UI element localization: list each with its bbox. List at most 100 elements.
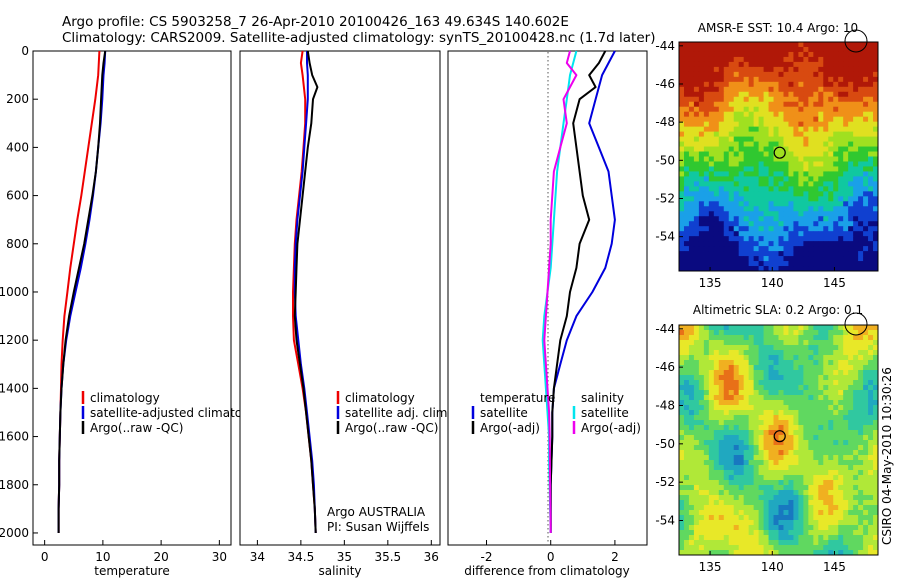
- heatmap-cell: [798, 500, 804, 506]
- heatmap-cell: [873, 71, 879, 78]
- heatmap-cell: [813, 365, 819, 371]
- heatmap-cell: [703, 81, 710, 88]
- heatmap-cell: [828, 186, 834, 192]
- heatmap-cell: [813, 450, 819, 456]
- heatmap-cell: [738, 440, 745, 446]
- heatmap-cell: [843, 500, 849, 506]
- heatmap-cell: [798, 231, 804, 237]
- heatmap-cell: [778, 231, 784, 237]
- heatmap-cell: [853, 86, 859, 93]
- heatmap-cell: [753, 395, 760, 401]
- heatmap-cell: [718, 166, 725, 172]
- heatmap-cell: [773, 550, 779, 556]
- heatmap-cell: [873, 141, 879, 147]
- heatmap-cell: [688, 485, 695, 491]
- heatmap-cell: [753, 345, 760, 351]
- heatmap-cell: [788, 415, 794, 421]
- heatmap-cell: [803, 42, 809, 48]
- heatmap-cell: [688, 400, 695, 406]
- heatmap-cell: [793, 151, 799, 157]
- heatmap-cell: [763, 490, 769, 496]
- heatmap-cell: [773, 201, 779, 207]
- heatmap-cell: [833, 395, 839, 401]
- heatmap-cell: [808, 545, 814, 551]
- heatmap-cell: [748, 221, 755, 227]
- heatmap-cell: [858, 335, 864, 341]
- heatmap-cell: [698, 251, 705, 257]
- heatmap-cell: [783, 515, 789, 521]
- heatmap-cell: [753, 445, 760, 451]
- heatmap-cell: [758, 330, 764, 336]
- heatmap-cell: [843, 490, 849, 496]
- heatmap-cell: [773, 166, 779, 172]
- heatmap-cell: [688, 380, 695, 386]
- heatmap-cell: [863, 231, 869, 237]
- heatmap-cell: [793, 450, 799, 456]
- heatmap-cell: [753, 171, 760, 177]
- heatmap-cell: [778, 151, 784, 157]
- heatmap-cell: [783, 146, 789, 152]
- heatmap-cell: [768, 191, 774, 197]
- heatmap-cell: [823, 460, 829, 466]
- heatmap-cell: [813, 460, 819, 466]
- heatmap-cell: [868, 236, 874, 242]
- heatmap-cell: [738, 325, 745, 331]
- heatmap-cell: [718, 480, 725, 486]
- heatmap-cell: [843, 156, 849, 162]
- heatmap-cell: [838, 206, 844, 212]
- heatmap-cell: [703, 360, 710, 366]
- legend-label-climatology: climatology: [90, 391, 160, 405]
- heatmap-cell: [768, 345, 774, 351]
- heatmap-cell: [683, 176, 690, 182]
- heatmap-cell: [783, 256, 789, 262]
- heatmap-cell: [813, 241, 819, 247]
- heatmap-cell: [788, 350, 794, 356]
- heatmap-cell: [798, 370, 804, 376]
- heatmap-cell: [813, 330, 819, 336]
- heatmap-cell: [798, 46, 804, 53]
- heatmap-cell: [698, 226, 705, 232]
- heatmap-cell: [803, 71, 809, 78]
- heatmap-cell: [813, 226, 819, 232]
- heatmap-cell: [798, 520, 804, 526]
- heatmap-cell: [808, 480, 814, 486]
- heatmap-cell: [848, 136, 854, 142]
- heatmap-cell: [718, 246, 725, 252]
- heatmap-cell: [713, 211, 720, 217]
- heatmap-cell: [788, 460, 794, 466]
- heatmap-cell: [833, 166, 839, 172]
- heatmap-cell: [748, 390, 755, 396]
- heatmap-cell: [828, 370, 834, 376]
- heatmap-cell: [783, 395, 789, 401]
- heatmap-cell: [748, 385, 755, 391]
- heatmap-cell: [868, 126, 874, 133]
- heatmap-cell: [753, 261, 760, 267]
- heatmap-cell: [708, 370, 715, 376]
- heatmap-cell: [813, 530, 819, 536]
- heatmap-cell: [743, 46, 750, 53]
- heatmap-cell: [683, 211, 690, 217]
- heatmap-cell: [788, 445, 794, 451]
- heatmap-cell: [863, 415, 869, 421]
- heatmap-cell: [703, 410, 710, 416]
- heatmap-cell: [733, 500, 740, 506]
- heatmap-cell: [793, 241, 799, 247]
- heatmap-cell: [868, 151, 874, 157]
- heatmap-cell: [783, 266, 789, 272]
- heatmap-cell: [848, 550, 854, 556]
- heatmap-cell: [708, 81, 715, 88]
- heatmap-cell: [848, 146, 854, 152]
- heatmap-cell: [743, 71, 750, 78]
- heatmap-cell: [679, 390, 685, 396]
- heatmap-cell: [818, 256, 824, 262]
- heatmap-cell: [743, 191, 750, 197]
- heatmap-cell: [738, 146, 745, 152]
- heatmap-cell: [708, 390, 715, 396]
- corner-marker-icon: [844, 312, 868, 336]
- heatmap-cell: [778, 211, 784, 217]
- heatmap-cell: [853, 236, 859, 242]
- heatmap-cell: [703, 156, 710, 162]
- heatmap-cell: [823, 181, 829, 187]
- heatmap-cell: [713, 51, 720, 58]
